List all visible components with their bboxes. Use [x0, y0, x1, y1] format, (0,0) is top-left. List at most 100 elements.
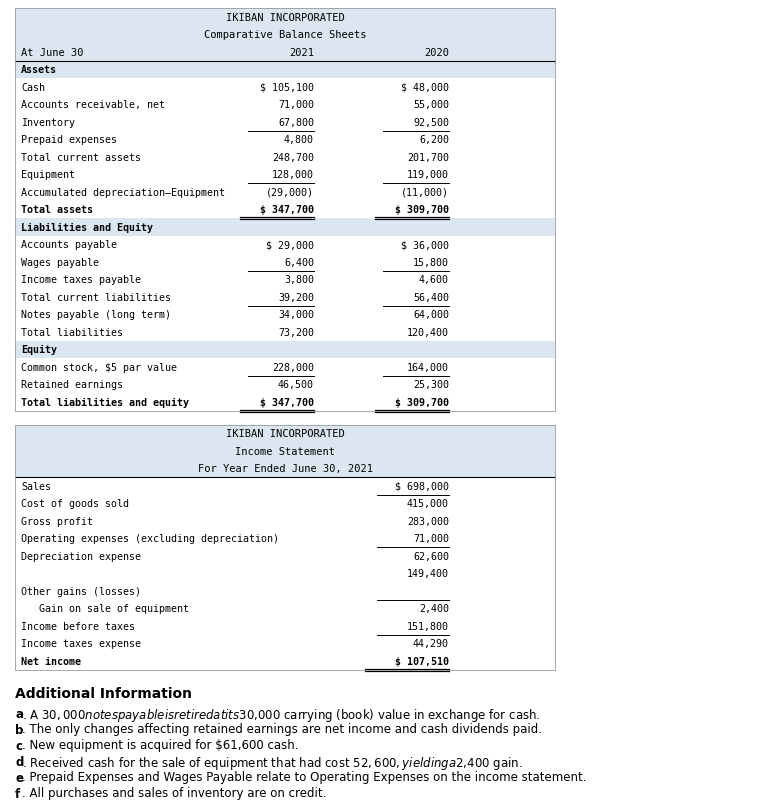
Text: At June 30: At June 30: [21, 48, 84, 57]
Bar: [15, 564, 555, 582]
Text: Equipment: Equipment: [21, 170, 75, 180]
Text: $ 347,700: $ 347,700: [260, 397, 314, 408]
Bar: [15, 113, 555, 131]
Text: Income taxes payable: Income taxes payable: [21, 275, 141, 285]
Text: Accumulated depreciation–Equipment: Accumulated depreciation–Equipment: [21, 188, 225, 197]
Bar: [15, 425, 555, 670]
Text: 149,400: 149,400: [407, 569, 449, 580]
Bar: [15, 165, 555, 183]
Text: Wages payable: Wages payable: [21, 258, 99, 268]
Text: 283,000: 283,000: [407, 517, 449, 526]
Text: 71,000: 71,000: [278, 100, 314, 110]
Bar: [15, 131, 555, 148]
Text: Income Statement: Income Statement: [235, 447, 335, 457]
Bar: [15, 235, 555, 253]
Bar: [15, 183, 555, 201]
Text: e: e: [15, 771, 23, 784]
Text: . The only changes affecting retained earnings are net income and cash dividends: . The only changes affecting retained ea…: [22, 724, 542, 737]
Text: 2020: 2020: [424, 48, 449, 57]
Text: (29,000): (29,000): [266, 188, 314, 197]
Text: Accounts payable: Accounts payable: [21, 240, 117, 250]
Bar: [15, 600, 555, 617]
Text: 415,000: 415,000: [407, 499, 449, 509]
Text: 120,400: 120,400: [407, 327, 449, 338]
Text: 25,300: 25,300: [413, 380, 449, 390]
Text: 3,800: 3,800: [284, 275, 314, 285]
Text: . All purchases and sales of inventory are on credit.: . All purchases and sales of inventory a…: [22, 787, 327, 800]
Text: Equity: Equity: [21, 345, 57, 355]
Text: . A $30,000 notes payable is retired at its $30,000 carrying (book) value in exc: . A $30,000 notes payable is retired at …: [22, 708, 540, 725]
Bar: [15, 78, 555, 95]
Text: Total assets: Total assets: [21, 205, 93, 215]
Text: 2,400: 2,400: [419, 604, 449, 614]
Text: Total current assets: Total current assets: [21, 152, 141, 163]
Bar: [15, 376, 555, 393]
Bar: [15, 547, 555, 564]
Text: 55,000: 55,000: [413, 100, 449, 110]
Text: 4,600: 4,600: [419, 275, 449, 285]
Text: 39,200: 39,200: [278, 293, 314, 302]
Bar: [15, 305, 555, 323]
Text: Sales: Sales: [21, 482, 51, 492]
Text: 15,800: 15,800: [413, 258, 449, 268]
Text: $ 347,700: $ 347,700: [260, 205, 314, 215]
Text: Depreciation expense: Depreciation expense: [21, 551, 141, 562]
Text: 201,700: 201,700: [407, 152, 449, 163]
Text: Retained earnings: Retained earnings: [21, 380, 123, 390]
Text: Cost of goods sold: Cost of goods sold: [21, 499, 129, 509]
Text: 164,000: 164,000: [407, 363, 449, 372]
Bar: [15, 253, 555, 271]
Text: 46,500: 46,500: [278, 380, 314, 390]
Bar: [15, 495, 555, 512]
Bar: [15, 477, 555, 495]
Text: 56,400: 56,400: [413, 293, 449, 302]
Bar: [15, 8, 555, 410]
Text: $ 29,000: $ 29,000: [266, 240, 314, 250]
Text: 6,200: 6,200: [419, 135, 449, 145]
Text: 248,700: 248,700: [272, 152, 314, 163]
Text: Income before taxes: Income before taxes: [21, 621, 135, 632]
Text: Gain on sale of equipment: Gain on sale of equipment: [21, 604, 189, 614]
Bar: [15, 271, 555, 288]
Text: Comparative Balance Sheets: Comparative Balance Sheets: [204, 30, 366, 40]
Text: f: f: [15, 787, 20, 800]
Text: Total liabilities: Total liabilities: [21, 327, 123, 338]
Text: . New equipment is acquired for $61,600 cash.: . New equipment is acquired for $61,600 …: [22, 739, 299, 753]
Text: a: a: [15, 708, 23, 721]
Text: 44,290: 44,290: [413, 639, 449, 649]
Text: 228,000: 228,000: [272, 363, 314, 372]
Bar: [15, 148, 555, 165]
Text: 119,000: 119,000: [407, 170, 449, 180]
Bar: [15, 512, 555, 530]
Text: Operating expenses (excluding depreciation): Operating expenses (excluding depreciati…: [21, 534, 279, 544]
Text: 71,000: 71,000: [413, 534, 449, 544]
Text: $ 105,100: $ 105,100: [260, 83, 314, 93]
Bar: [15, 358, 555, 376]
Text: Cash: Cash: [21, 83, 45, 93]
Text: b: b: [15, 724, 23, 737]
Text: 62,600: 62,600: [413, 551, 449, 562]
Text: c: c: [15, 739, 22, 753]
Text: 34,000: 34,000: [278, 310, 314, 320]
Text: Income taxes expense: Income taxes expense: [21, 639, 141, 649]
Text: Assets: Assets: [21, 65, 57, 75]
Text: 4,800: 4,800: [284, 135, 314, 145]
Bar: [15, 634, 555, 652]
Text: $ 309,700: $ 309,700: [395, 205, 449, 215]
Text: . Prepaid Expenses and Wages Payable relate to Operating Expenses on the income : . Prepaid Expenses and Wages Payable rel…: [22, 771, 587, 784]
Bar: [15, 95, 555, 113]
Text: Total liabilities and equity: Total liabilities and equity: [21, 397, 189, 408]
Text: Liabilities and Equity: Liabilities and Equity: [21, 222, 153, 233]
Text: $ 36,000: $ 36,000: [401, 240, 449, 250]
Text: $ 107,510: $ 107,510: [395, 657, 449, 667]
Text: $ 48,000: $ 48,000: [401, 83, 449, 93]
Text: 6,400: 6,400: [284, 258, 314, 268]
Bar: [15, 323, 555, 340]
Text: Net income: Net income: [21, 657, 81, 667]
Text: Notes payable (long term): Notes payable (long term): [21, 310, 171, 320]
Bar: [15, 201, 555, 218]
Text: Additional Information: Additional Information: [15, 688, 192, 701]
Bar: [15, 425, 555, 670]
Bar: [15, 218, 555, 235]
Bar: [15, 60, 555, 78]
